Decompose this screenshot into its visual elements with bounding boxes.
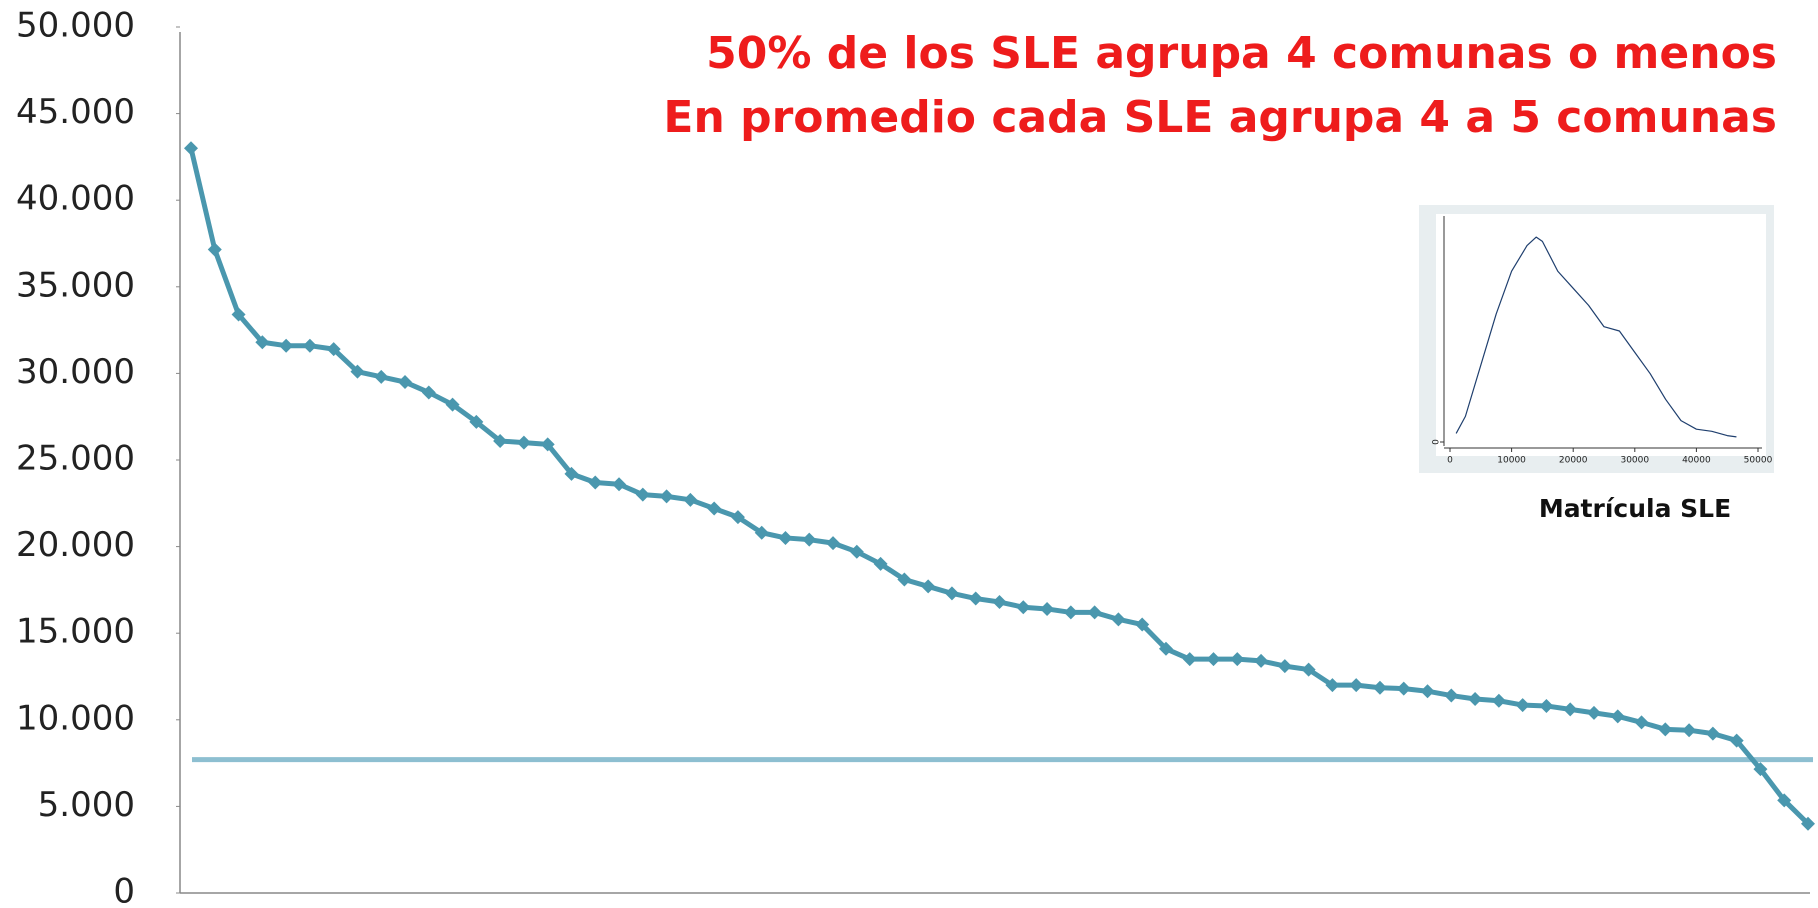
marker [1396,681,1411,696]
marker [302,338,317,353]
marker [350,364,365,379]
inset-plot [1436,214,1766,456]
marker [754,525,769,540]
marker [802,532,817,547]
y-tick-label: 25.000 [16,439,135,479]
marker [255,335,270,350]
marker [493,433,508,448]
marker [588,475,603,490]
marker [445,397,460,412]
y-tick-label: 50.000 [16,6,135,46]
marker [968,591,983,606]
marker [778,530,793,545]
inset-x-tick-label: 40000 [1682,456,1711,466]
marker [1301,662,1316,677]
y-tick-label: 10.000 [16,698,135,738]
y-tick-label: 15.000 [16,612,135,652]
marker [1777,793,1792,808]
marker [1254,653,1269,668]
marker [1325,678,1340,693]
marker [1563,702,1578,717]
marker [1753,762,1768,777]
y-tick-label: 20.000 [16,525,135,565]
y-tick-label: 0 [113,872,135,908]
marker [540,437,555,452]
marker [207,242,222,257]
marker [1515,698,1530,713]
marker [873,556,888,571]
inset-x-tick-label: 20000 [1559,456,1588,466]
marker [1682,723,1697,738]
marker [1729,733,1744,748]
marker [1206,652,1221,667]
marker [1277,659,1292,674]
marker [326,342,341,357]
marker [1087,605,1102,620]
marker [374,369,389,384]
marker [1801,816,1815,831]
marker [1420,684,1435,699]
marker [184,141,198,156]
marker [1658,722,1673,737]
marker [659,489,674,504]
marker [730,510,745,525]
marker [279,338,294,353]
marker [1372,680,1387,695]
inset-x-tick-label: 30000 [1620,456,1649,466]
marker [1349,678,1364,693]
y-tick-label: 35.000 [16,265,135,305]
marker [398,375,413,390]
y-tick-label: 45.000 [16,92,135,132]
y-tick-label: 30.000 [16,352,135,392]
marker [1230,652,1245,667]
marker [826,536,841,551]
marker [992,595,1007,610]
marker [1610,709,1625,724]
annotation: En promedio cada SLE agrupa 4 a 5 comuna… [663,92,1777,143]
marker [421,385,436,400]
marker [635,487,650,502]
marker [516,435,531,450]
series-line [1455,236,1737,438]
marker [944,586,959,601]
marker [1491,693,1506,708]
y-tick-label: 5.000 [38,785,135,825]
marker [849,544,864,559]
marker [564,466,579,481]
marker [1063,605,1078,620]
marker [1634,715,1649,730]
inset-x-tick-label: 10000 [1497,456,1526,466]
marker [1158,641,1173,656]
marker [1468,692,1483,707]
marker [921,579,936,594]
marker [707,501,722,516]
marker [1016,600,1031,615]
marker [612,477,627,492]
annotation: 50% de los SLE agrupa 4 comunas o menos [706,28,1777,79]
marker [897,572,912,587]
marker [1040,601,1055,616]
marker [1539,698,1554,713]
marker [1135,617,1150,632]
inset-x-tick-label: 50000 [1744,456,1773,466]
marker [1705,726,1720,741]
marker [683,492,698,507]
inset-title: Matrícula SLE [1539,494,1731,523]
marker [1586,705,1601,720]
marker [1182,652,1197,667]
marker [1111,612,1126,627]
marker [231,307,246,322]
inset-y-tick-label: 0 [1432,439,1442,445]
y-tick-label: 40.000 [16,179,135,219]
inset-x-tick-label: 0 [1447,456,1453,466]
marker [469,414,484,429]
marker [1444,688,1459,703]
